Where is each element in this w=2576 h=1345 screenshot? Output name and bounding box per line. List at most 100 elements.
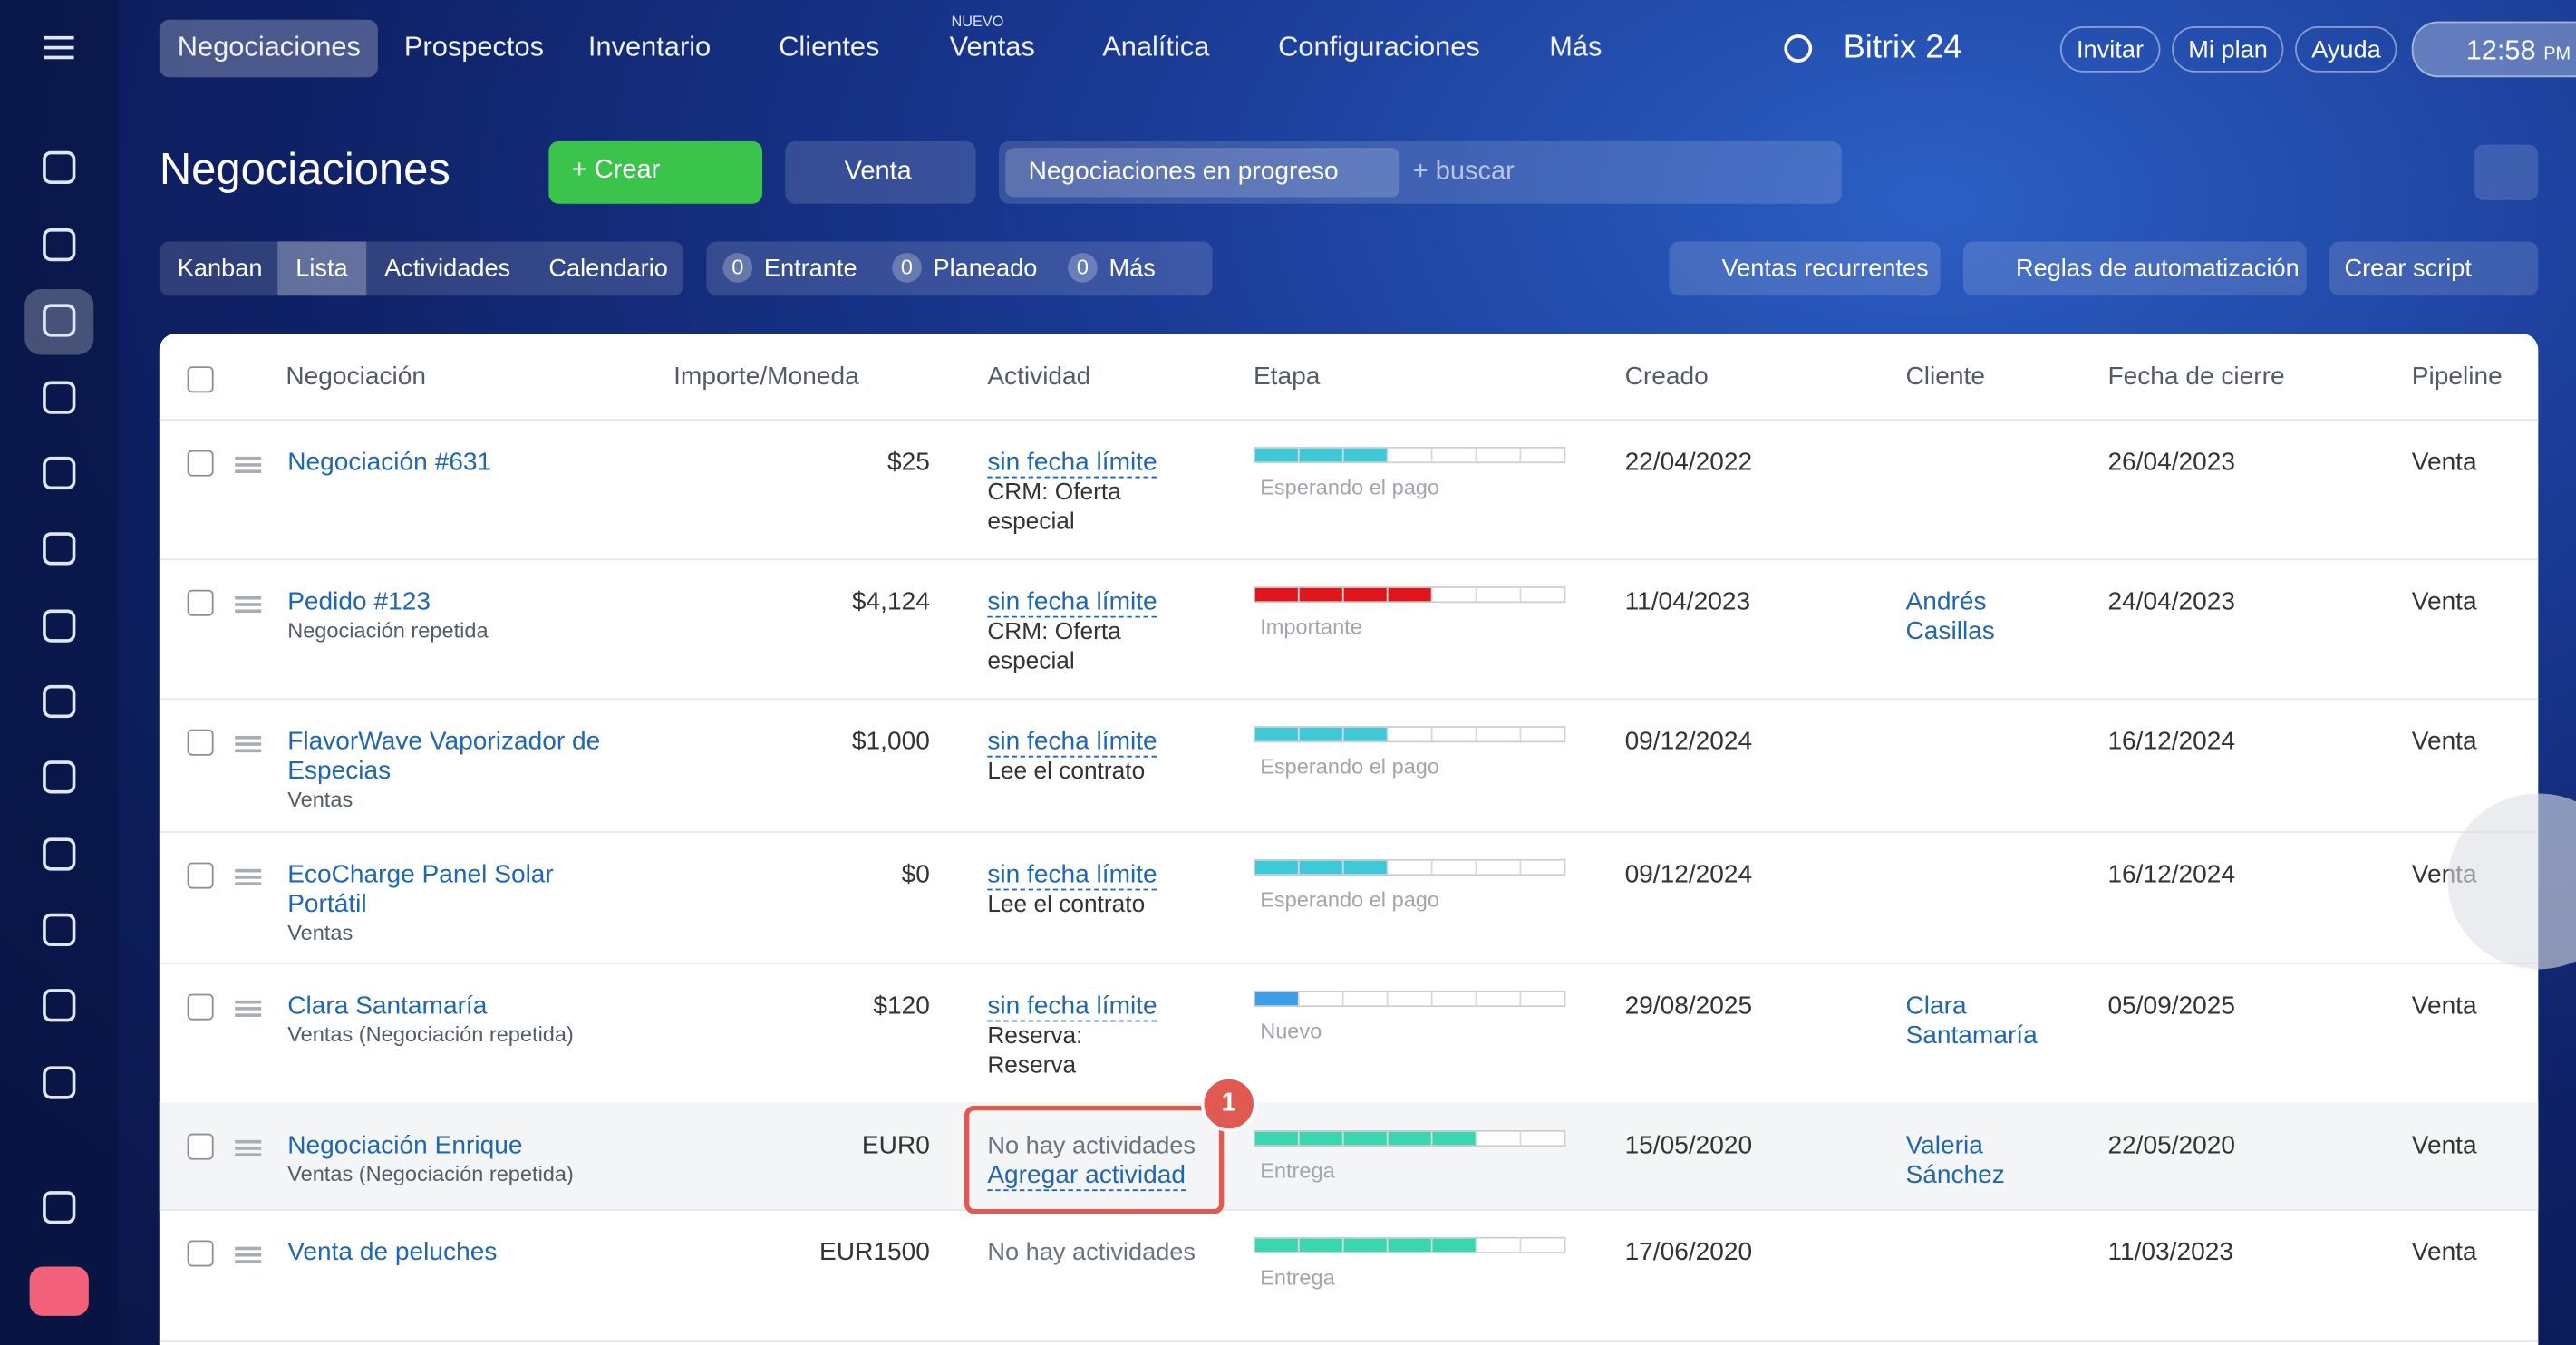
column-header[interactable]: Importe/Moneda xyxy=(673,363,859,392)
sidebar-icon[interactable] xyxy=(43,760,76,794)
drag-handle[interactable] xyxy=(235,456,262,460)
sidebar-icon[interactable] xyxy=(43,989,76,1022)
column-header[interactable]: Negociación xyxy=(286,363,427,392)
stage-bar[interactable] xyxy=(1253,447,1566,464)
view-tab[interactable]: Calendario xyxy=(548,254,668,283)
brand: Bitrix 24 xyxy=(1843,29,1962,66)
sidebar xyxy=(0,0,119,1345)
invite-button[interactable]: Invitar xyxy=(2059,26,2161,73)
stage-segment xyxy=(1432,1131,1477,1146)
drag-handle[interactable] xyxy=(235,1000,262,1004)
deal-name[interactable]: Clara Santamaría xyxy=(287,992,488,1021)
nav-item[interactable]: Analítica xyxy=(1102,31,1210,63)
sidebar-icon[interactable] xyxy=(43,381,76,414)
menu-icon[interactable] xyxy=(44,35,74,40)
row-checkbox[interactable] xyxy=(187,589,214,616)
column-header[interactable]: Fecha de cierre xyxy=(2107,363,2285,392)
row-checkbox[interactable] xyxy=(187,993,214,1021)
nav-item[interactable]: Ventas xyxy=(949,31,1035,63)
sidebar-icon[interactable] xyxy=(43,227,76,262)
counter-label[interactable]: Más xyxy=(1109,254,1156,283)
recurring-button[interactable]: Ventas recurrentes xyxy=(1669,241,1941,296)
stage-bar[interactable] xyxy=(1253,858,1566,876)
created: 09/12/2024 xyxy=(1624,860,1753,889)
column-header[interactable]: Pipeline xyxy=(2411,363,2503,392)
nav-item[interactable]: Negociaciones xyxy=(177,31,361,63)
sidebar-icon[interactable] xyxy=(43,532,76,566)
row-checkbox[interactable] xyxy=(187,729,214,756)
search-box[interactable]: Negociaciones en progreso + buscar xyxy=(999,140,1842,204)
client[interactable]: Andrés Casillas xyxy=(1905,587,1995,646)
drag-handle[interactable] xyxy=(235,1246,262,1251)
active-sidebar-item[interactable] xyxy=(24,289,94,355)
row-checkbox[interactable] xyxy=(187,450,214,477)
sidebar-icon[interactable] xyxy=(43,609,76,643)
nav-item[interactable]: Inventario xyxy=(587,31,712,63)
sidebar-icon[interactable] xyxy=(43,1191,76,1224)
column-header[interactable]: Creado xyxy=(1624,363,1709,392)
stage-segment xyxy=(1432,587,1477,602)
stage-bar[interactable] xyxy=(1253,726,1566,743)
column-header[interactable]: Cliente xyxy=(1905,363,1985,392)
deal-name[interactable]: Venta de peluches xyxy=(287,1238,498,1267)
column-header[interactable]: Actividad xyxy=(987,363,1091,392)
sidebar-icon[interactable] xyxy=(43,913,76,946)
plan-button[interactable]: Mi plan xyxy=(2172,26,2285,73)
header-checkbox[interactable] xyxy=(187,366,214,393)
row-checkbox[interactable] xyxy=(187,862,214,889)
stage-segment xyxy=(1388,1238,1433,1253)
add-activity[interactable]: Agregar actividad xyxy=(987,1161,1186,1192)
search-icon[interactable] xyxy=(1784,34,1813,63)
pipeline: Venta xyxy=(2411,587,2477,616)
sidebar-icon[interactable] xyxy=(43,1066,76,1099)
row-checkbox[interactable] xyxy=(187,1133,214,1160)
deal-name[interactable]: FlavorWave Vaporizador de Especias xyxy=(287,727,601,786)
script-button[interactable]: Crear script xyxy=(2329,241,2539,296)
view-tab[interactable]: Kanban xyxy=(177,254,263,283)
client[interactable]: Clara Santamaría xyxy=(1905,992,2038,1050)
sidebar-icon[interactable] xyxy=(43,684,76,719)
stage-bar[interactable] xyxy=(1253,1130,1566,1147)
create-button[interactable]: + Crear xyxy=(548,140,762,204)
activity-deadline[interactable]: sin fecha límite xyxy=(987,727,1157,758)
nav-item[interactable]: Más xyxy=(1549,31,1603,63)
deal-name[interactable]: Pedido #123 xyxy=(287,587,431,616)
view-tab[interactable]: Actividades xyxy=(384,254,511,283)
clock[interactable]: 12:58 PM xyxy=(2411,21,2576,78)
column-header[interactable]: Etapa xyxy=(1253,363,1321,392)
rocket-button[interactable] xyxy=(29,1266,89,1316)
activity-cell: sin fecha límite Lee el contrato xyxy=(987,728,1167,787)
stage-bar[interactable] xyxy=(1253,586,1566,604)
activity-deadline[interactable]: sin fecha límite xyxy=(987,587,1157,618)
stage-bar[interactable] xyxy=(1253,1236,1566,1253)
nav-item[interactable]: Clientes xyxy=(779,31,880,63)
drag-handle[interactable] xyxy=(235,595,262,600)
settings-button[interactable] xyxy=(2474,144,2539,201)
filter-tag[interactable]: Negociaciones en progreso xyxy=(1005,148,1400,198)
stage-bar[interactable] xyxy=(1253,990,1566,1008)
table-row: Negociación #631 $25 sin fecha límite CRM: … xyxy=(159,419,2539,561)
drag-handle[interactable] xyxy=(235,868,262,873)
row-checkbox[interactable] xyxy=(187,1240,214,1267)
automation-button[interactable]: Reglas de automatización xyxy=(1962,241,2307,296)
pipeline-select[interactable]: Venta xyxy=(785,140,976,204)
nav-item[interactable]: Prospectos xyxy=(403,31,545,63)
view-tab[interactable]: Lista xyxy=(295,254,348,283)
deal-name[interactable]: EcoCharge Panel Solar Portátil xyxy=(287,860,554,919)
activity-deadline[interactable]: sin fecha límite xyxy=(987,992,1157,1022)
counter-label[interactable]: Planeado xyxy=(933,254,1038,283)
client[interactable]: Valeria Sánchez xyxy=(1905,1131,2005,1190)
sidebar-icon[interactable] xyxy=(43,304,76,337)
activity-deadline[interactable]: sin fecha límite xyxy=(987,860,1157,891)
help-button[interactable]: Ayuda xyxy=(2295,26,2397,73)
activity-deadline[interactable]: sin fecha límite xyxy=(987,448,1157,479)
sidebar-icon[interactable] xyxy=(43,456,76,490)
drag-handle[interactable] xyxy=(235,736,262,740)
drag-handle[interactable] xyxy=(235,1139,262,1144)
sidebar-icon[interactable] xyxy=(43,837,76,871)
deal-name[interactable]: Negociación Enrique xyxy=(287,1131,523,1160)
sidebar-icon[interactable] xyxy=(43,150,76,184)
counter-label[interactable]: Entrante xyxy=(763,254,857,283)
deal-name[interactable]: Negociación #631 xyxy=(287,448,492,477)
nav-item[interactable]: Configuraciones xyxy=(1278,31,1480,63)
